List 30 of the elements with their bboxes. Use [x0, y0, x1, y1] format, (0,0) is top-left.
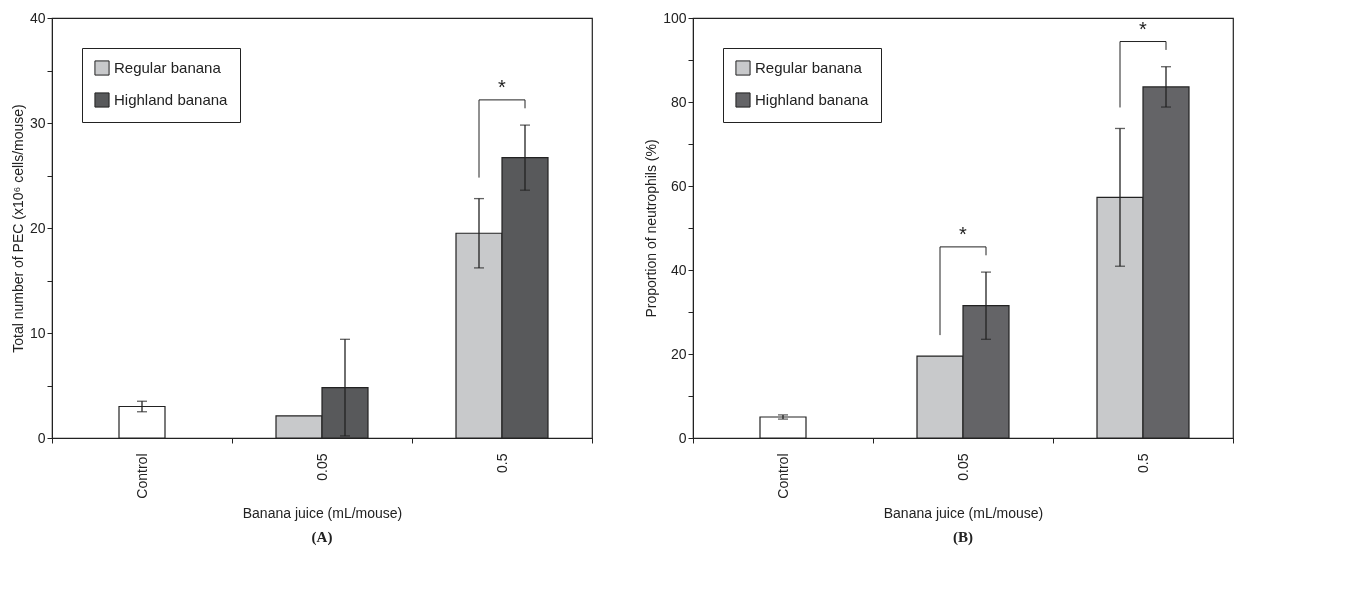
y-tick-label: 20	[29, 219, 46, 236]
y-tick-label: 40	[29, 9, 46, 26]
x-tick-label: Control	[133, 453, 150, 499]
y-tick-label: 40	[670, 261, 687, 278]
annotation: *	[1139, 17, 1148, 40]
y-tick-label: 100	[663, 9, 687, 26]
y-tick-label: 0	[37, 429, 46, 446]
y-tick-label: 60	[670, 177, 687, 194]
y-tick-label: 30	[29, 114, 46, 131]
y-tick-label: 0	[678, 429, 687, 446]
x-axis-title: Banana juice (mL/mouse)	[883, 504, 1044, 521]
text: (A)	[311, 529, 333, 547]
y-axis-title: Proportion of neutrophils (%)	[643, 139, 660, 318]
x-axis-title: Banana juice (mL/mouse)	[242, 504, 403, 521]
x-tick-label: Control	[774, 453, 791, 499]
y-axis-title: Total number of PEC (x10⁶ cells/mouse)	[9, 104, 26, 353]
annotation: *	[498, 75, 507, 98]
x-tick-label: 0.5	[1134, 453, 1151, 473]
y-tick-label: 80	[670, 93, 687, 110]
legend-label: Highland banana	[114, 91, 229, 108]
x-tick-label: 0.5	[493, 453, 510, 473]
y-tick-label: 20	[670, 345, 687, 362]
legend-label: Regular banana	[114, 59, 222, 76]
text: (B)	[953, 529, 973, 547]
y-tick-label: 10	[29, 324, 46, 341]
x-tick-label: 0.05	[313, 453, 330, 481]
x-tick-label: 0.05	[954, 453, 971, 481]
legend-label: Regular banana	[755, 59, 863, 76]
legend-label: Highland banana	[755, 91, 870, 108]
annotation: *	[959, 222, 968, 245]
